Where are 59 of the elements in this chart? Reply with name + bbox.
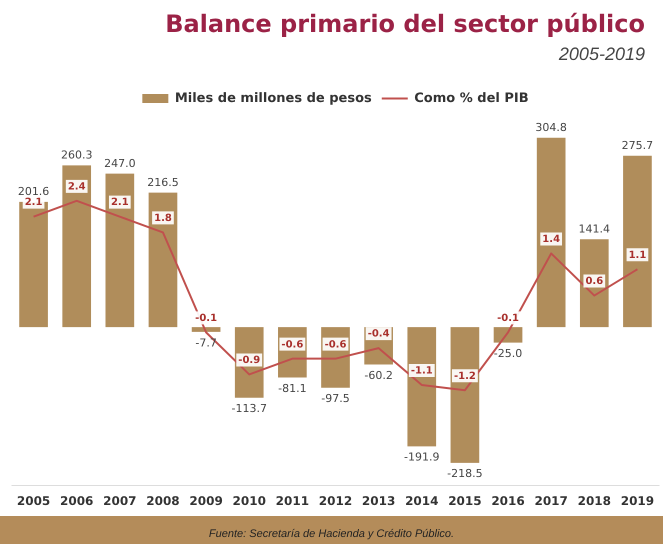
x-tick-label: 2006 [60, 494, 94, 508]
x-tick-label: 2011 [276, 494, 310, 508]
data-label: -1.1 [410, 366, 433, 377]
bar [105, 174, 134, 328]
data-label: -1.2 [454, 370, 476, 382]
x-tick-label: 2017 [534, 494, 568, 508]
data-label: 1.8 [154, 213, 172, 224]
x-tick-label: 2019 [620, 494, 654, 508]
x-tick-label: 2015 [448, 494, 482, 508]
x-tick-label: 2012 [318, 494, 352, 508]
data-label: 216.5 [147, 176, 179, 189]
data-label: -0.9 [238, 355, 260, 366]
bar [623, 156, 652, 328]
bar [450, 327, 480, 463]
data-label: -7.7 [195, 336, 217, 350]
data-label: -191.9 [404, 450, 440, 464]
data-label: 0.6 [585, 276, 604, 288]
data-label: 304.8 [535, 121, 567, 134]
x-tick-label: 2007 [103, 494, 137, 508]
x-tick-label: 2008 [146, 494, 180, 508]
x-tick-label: 2005 [16, 494, 50, 508]
chart-title: Balance primario del sector público [165, 10, 645, 38]
x-tick-label: 2014 [405, 494, 438, 508]
data-label: 2.1 [24, 197, 42, 208]
data-label: -0.1 [195, 312, 218, 324]
data-label: 141.4 [578, 222, 610, 236]
data-label: -0.6 [281, 339, 304, 350]
x-tick-label: 2013 [362, 494, 396, 508]
source-note: Fuente: Secretaría de Hacienda y Crédito Público. [0, 516, 663, 544]
data-label: 201.6 [18, 185, 50, 198]
data-label: -0.4 [368, 328, 390, 340]
legend-label: Miles de millones de pesos [174, 90, 372, 106]
data-label: -97.5 [321, 392, 350, 406]
data-label: -0.1 [497, 312, 520, 324]
bar [62, 165, 92, 328]
bar [407, 327, 436, 446]
data-label: -60.2 [364, 368, 393, 382]
data-label: 260.3 [60, 148, 92, 162]
bar [148, 192, 178, 328]
data-label: -218.5 [447, 467, 483, 480]
data-label: 2.1 [110, 197, 129, 208]
data-label: -0.6 [324, 339, 346, 350]
data-label: -113.7 [232, 402, 267, 416]
data-label: 247.0 [104, 157, 136, 170]
x-tick-label: 2018 [578, 494, 612, 508]
x-tick-label: 2010 [232, 494, 266, 508]
data-label: 1.4 [542, 234, 560, 246]
bar [192, 327, 220, 332]
bar [536, 138, 566, 328]
data-label: 275.7 [622, 139, 654, 152]
data-label: 2.4 [68, 181, 86, 192]
x-tick-label: 2009 [189, 494, 223, 508]
legend-label: Como % del PIB [414, 90, 529, 106]
data-label: -25.0 [494, 347, 522, 360]
x-tick-label: 2016 [491, 494, 525, 508]
bar [494, 327, 522, 343]
chart-subtitle: 2005-2019 [558, 44, 645, 65]
data-label: -81.1 [278, 382, 307, 395]
data-label: 1.1 [628, 250, 646, 261]
